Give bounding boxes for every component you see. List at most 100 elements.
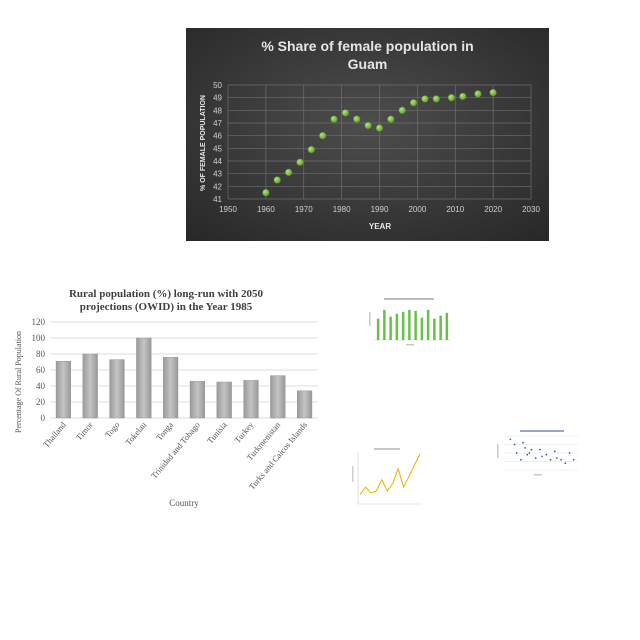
guam-data-point [284, 168, 293, 177]
scatter-thumb-point [572, 458, 575, 461]
green-thumb-bar [445, 312, 449, 340]
rural-x-tick-label: Thailand [41, 419, 69, 449]
guam-title-line-1: % Share of female population in [261, 38, 473, 54]
guam-y-tick-label: 45 [213, 144, 222, 153]
guam-data-point [296, 158, 304, 166]
rural-x-tick-label: Tokelau [123, 419, 149, 447]
rural-bar [109, 359, 125, 419]
green-thumb-bar [414, 310, 417, 340]
green-thumb-bar [395, 313, 399, 340]
guam-y-tick-label: 42 [213, 182, 222, 191]
yellow-thumb-y-label [352, 466, 354, 482]
guam-x-tick-label: 1950 [219, 205, 237, 214]
green-thumb-bar [383, 309, 386, 340]
guam-y-tick-labels: 41 42 43 44 45 46 47 48 49 50 [213, 81, 222, 204]
rural-y-axis-label: Percentage Of Rural Population [14, 331, 23, 433]
rural-y-tick-label: 20 [36, 397, 46, 407]
scatter-thumb-point [522, 441, 524, 444]
scatter-thumb-point [534, 457, 537, 459]
scatter-thumb-point [520, 458, 522, 461]
guam-x-tick-label: 1980 [333, 205, 351, 214]
guam-y-tick-label: 44 [213, 157, 222, 166]
scatter-thumb-point [526, 453, 529, 456]
yellow-line-chart [350, 446, 424, 512]
guam-y-tick-label: 50 [213, 81, 222, 90]
green-thumb-bar [376, 318, 380, 340]
scatter-thumb-point [549, 458, 552, 461]
blue-scatter-chart-thumbnail [496, 428, 582, 478]
rural-y-tick-label: 80 [36, 349, 46, 359]
rural-y-tick-labels: 0 20 40 60 80 100 120 [32, 317, 46, 423]
green-thumb-bar [433, 318, 436, 340]
green-thumb-bars [376, 309, 449, 340]
guam-data-point [489, 88, 497, 97]
guam-x-axis-label: YEAR [369, 222, 391, 231]
guam-y-tick-label: 41 [213, 195, 222, 204]
rural-title-line-1: Rural population (%) long-run with 2050 [69, 288, 264, 300]
rural-population-chart: Rural population (%) long-run with 2050 … [14, 288, 318, 508]
guam-data-point [341, 109, 350, 117]
guam-y-tick-label: 46 [213, 132, 222, 141]
rural-title-line-2: projections (OWID) in the Year 1985 [80, 301, 253, 313]
guam-chart-background [186, 28, 549, 241]
rural-bar [163, 356, 179, 419]
rural-x-axis-label: Country [169, 498, 199, 508]
guam-y-tick-label: 48 [213, 106, 222, 115]
guam-x-tick-labels: 1950 1960 1970 1980 1990 2000 2010 2020 2030 [219, 205, 540, 214]
scatter-thumb-point [515, 452, 518, 454]
green-thumb-bar [401, 311, 405, 340]
rural-y-tick-label: 0 [41, 413, 46, 423]
rural-bars [55, 337, 313, 419]
guam-data-point [447, 94, 456, 102]
rural-x-tick-label: Trinidad and Tobago [149, 420, 202, 481]
guam-y-tick-label: 47 [213, 119, 222, 128]
scatter-thumb-point [524, 447, 527, 449]
guam-data-point [307, 145, 315, 154]
guam-data-point [375, 124, 384, 132]
yellow-thumb-title [374, 448, 400, 450]
guam-x-tick-label: 1970 [295, 205, 313, 214]
guam-data-point [387, 115, 395, 123]
guam-chart: % Share of female population in Guam 41 4… [186, 28, 549, 241]
guam-data-point [353, 115, 361, 123]
green-bar-chart-thumbnail [366, 296, 452, 348]
rural-y-tick-label: 60 [36, 365, 46, 375]
scatter-thumb-point [564, 462, 567, 465]
rural-bar [55, 360, 71, 419]
scatter-thumb-point [539, 448, 541, 451]
scatter-thumb-point [528, 452, 531, 454]
rural-x-tick-label: Timor [74, 420, 95, 443]
green-bar-chart [366, 296, 452, 348]
scatter-thumb-point [513, 443, 516, 446]
rural-bar [270, 375, 286, 419]
rural-bar [136, 337, 152, 419]
guam-data-point [330, 115, 338, 123]
scatter-thumb-points [509, 438, 575, 465]
green-thumb-bar [426, 309, 430, 340]
scatter-thumb-title [520, 430, 564, 432]
green-thumb-bar [389, 316, 392, 340]
yellow-line-chart-thumbnail [350, 446, 424, 512]
green-thumb-bar [408, 309, 411, 340]
rural-bar [297, 390, 313, 419]
rural-y-tick-label: 100 [32, 333, 46, 343]
guam-x-tick-label: 1960 [257, 205, 275, 214]
rural-y-tick-label: 40 [36, 381, 46, 391]
green-thumb-bar [420, 317, 424, 340]
rural-x-tick-label: Turkey [232, 419, 256, 445]
guam-x-tick-label: 2020 [484, 205, 502, 214]
scatter-thumb-point [555, 457, 558, 459]
guam-x-tick-label: 2000 [408, 205, 426, 214]
green-thumb-bar [439, 315, 442, 340]
guam-data-points [262, 88, 497, 197]
guam-x-tick-label: 1990 [371, 205, 389, 214]
guam-data-point [432, 95, 440, 103]
guam-title-line-2: Guam [348, 56, 388, 72]
scatter-thumb-x-label [534, 474, 542, 476]
rural-x-tick-label: Tonga [154, 420, 175, 443]
rural-y-tick-label: 120 [32, 317, 46, 327]
guam-gridlines [227, 84, 532, 200]
green-thumb-y-label [369, 312, 371, 326]
guam-data-point [398, 106, 406, 114]
